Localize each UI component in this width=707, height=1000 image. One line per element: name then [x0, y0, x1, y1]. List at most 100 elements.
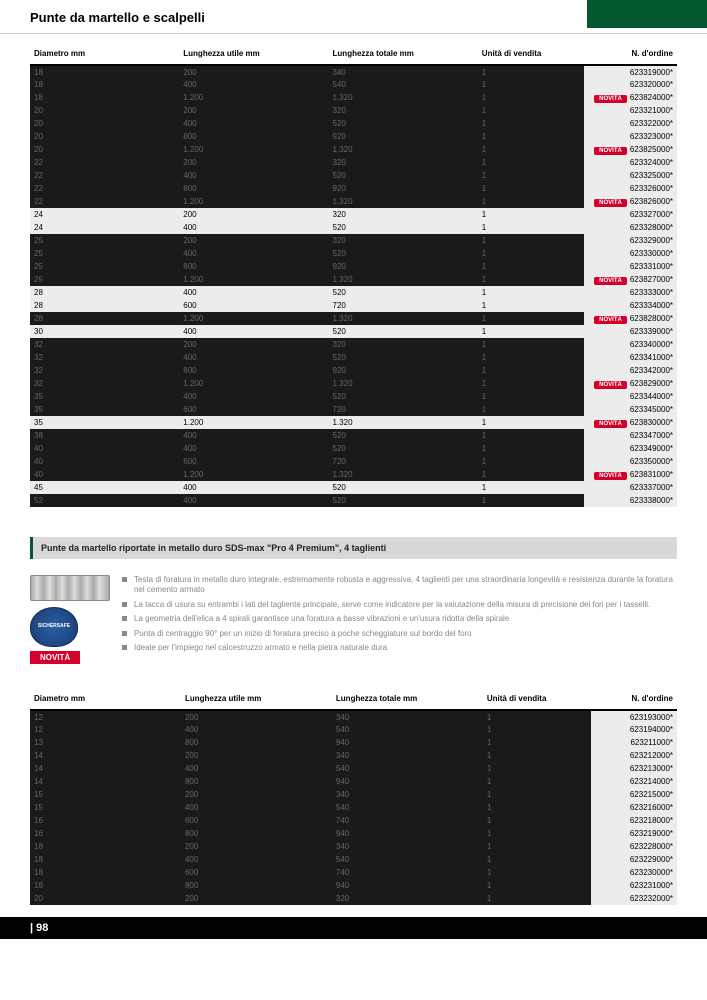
cell-unita: 1 — [478, 182, 585, 195]
cell-diametro: 14 — [30, 749, 181, 762]
cell-unita: 1 — [483, 827, 591, 840]
cell-totale: 520 — [329, 351, 478, 364]
cell-unita: 1 — [478, 299, 585, 312]
cell-unita: 1 — [478, 312, 585, 325]
cell-diametro: 18 — [30, 866, 181, 879]
cell-totale: 740 — [332, 866, 483, 879]
cell-diametro: 18 — [30, 879, 181, 892]
section-2-intro: SICHERSAFE NOVITÀ Testa di foratura in m… — [0, 569, 707, 679]
cell-utile: 400 — [181, 723, 332, 736]
table-row: 221.2001.3201NOVITÀ623826000* — [30, 195, 677, 208]
table-row: 384005201623347000* — [30, 429, 677, 442]
cell-unita: 1 — [478, 351, 585, 364]
cell-utile: 1.200 — [179, 91, 328, 104]
cell-diametro: 32 — [30, 377, 179, 390]
cell-unita: 1 — [478, 390, 585, 403]
cell-diametro: 14 — [30, 762, 181, 775]
cell-totale: 940 — [332, 827, 483, 840]
cell-ordine: 623228000* — [591, 840, 677, 853]
cell-diametro: 22 — [30, 169, 179, 182]
cell-utile: 200 — [179, 65, 328, 78]
table-row: 124005401623194000* — [30, 723, 677, 736]
cell-utile: 800 — [179, 130, 328, 143]
cell-unita: 1 — [478, 169, 585, 182]
cell-diametro: 24 — [30, 221, 179, 234]
col-lunghezza-totale: Lunghezza totale mm — [329, 46, 478, 65]
feature-bullet: Ideale per l'impiego nel calcestruzzo ar… — [122, 643, 677, 653]
cell-ordine: 623229000* — [591, 853, 677, 866]
cell-unita: 1 — [478, 143, 585, 156]
cell-ordine: 623328000* — [584, 221, 677, 234]
cell-unita: 1 — [483, 892, 591, 905]
table-row: 401.2001.3201NOVITÀ623831000* — [30, 468, 677, 481]
table-row: 142003401623212000* — [30, 749, 677, 762]
table-row: 188009401623231000* — [30, 879, 677, 892]
table-row: 324005201623341000* — [30, 351, 677, 364]
cell-diametro: 14 — [30, 775, 181, 788]
table-row: 281.2001.3201NOVITÀ623828000* — [30, 312, 677, 325]
cell-unita: 1 — [478, 286, 585, 299]
cell-utile: 200 — [181, 840, 332, 853]
cell-unita: 1 — [478, 416, 585, 429]
cell-diametro: 28 — [30, 312, 179, 325]
products-table-2: Diametro mm Lunghezza utile mm Lunghezza… — [30, 691, 677, 905]
cell-ordine: 623215000* — [591, 788, 677, 801]
cell-unita: 1 — [478, 247, 585, 260]
cell-unita: 1 — [478, 325, 585, 338]
products-table-1: Diametro mm Lunghezza utile mm Lunghezza… — [30, 46, 677, 507]
cell-utile: 600 — [181, 814, 332, 827]
cell-utile: 1.200 — [179, 273, 328, 286]
cell-totale: 320 — [329, 338, 478, 351]
cell-utile: 400 — [179, 494, 328, 507]
cell-ordine: 623193000* — [591, 710, 677, 723]
cell-diametro: 13 — [30, 736, 181, 749]
cell-utile: 800 — [179, 182, 328, 195]
cell-utile: 400 — [179, 247, 328, 260]
cell-ordine: 623211000* — [591, 736, 677, 749]
cell-diametro: 22 — [30, 195, 179, 208]
cell-unita: 1 — [483, 723, 591, 736]
table-row: 254005201623330000* — [30, 247, 677, 260]
cell-totale: 320 — [329, 104, 478, 117]
cell-unita: 1 — [478, 364, 585, 377]
novita-badge: NOVITÀ — [594, 420, 627, 428]
cell-unita: 1 — [478, 455, 585, 468]
cell-ordine: 623212000* — [591, 749, 677, 762]
cell-diametro: 22 — [30, 156, 179, 169]
cell-utile: 200 — [179, 234, 328, 247]
page-footer: | 98 — [0, 917, 707, 939]
col-lunghezza-utile: Lunghezza utile mm — [181, 691, 332, 710]
cell-diametro: 22 — [30, 182, 179, 195]
cell-diametro: 20 — [30, 892, 181, 905]
cell-ordine: 623339000* — [584, 325, 677, 338]
cell-totale: 540 — [332, 801, 483, 814]
cell-utile: 200 — [179, 104, 328, 117]
cell-unita: 1 — [478, 468, 585, 481]
cell-totale: 520 — [329, 117, 478, 130]
cell-utile: 200 — [181, 710, 332, 723]
cell-ordine: NOVITÀ623828000* — [584, 312, 677, 325]
cell-totale: 1.320 — [329, 312, 478, 325]
table-row: 154005401623216000* — [30, 801, 677, 814]
cell-utile: 600 — [179, 455, 328, 468]
cell-totale: 320 — [329, 234, 478, 247]
table-row: 354005201623344000* — [30, 390, 677, 403]
cell-diametro: 32 — [30, 338, 179, 351]
cell-diametro: 12 — [30, 710, 181, 723]
cell-unita: 1 — [478, 78, 585, 91]
cell-utile: 400 — [179, 429, 328, 442]
cell-utile: 1.200 — [179, 312, 328, 325]
cell-totale: 320 — [329, 156, 478, 169]
cell-unita: 1 — [478, 65, 585, 78]
cell-unita: 1 — [478, 208, 585, 221]
novita-badge-large: NOVITÀ — [30, 651, 80, 664]
cell-ordine: NOVITÀ623825000* — [584, 143, 677, 156]
table-row: 304005201623339000* — [30, 325, 677, 338]
cell-unita: 1 — [483, 762, 591, 775]
table-row: 328009201623342000* — [30, 364, 677, 377]
cell-totale: 920 — [329, 130, 478, 143]
cell-ordine: 623329000* — [584, 234, 677, 247]
cell-ordine: 623341000* — [584, 351, 677, 364]
sichersafe-badge: SICHERSAFE — [30, 607, 78, 647]
cell-ordine: NOVITÀ623829000* — [584, 377, 677, 390]
